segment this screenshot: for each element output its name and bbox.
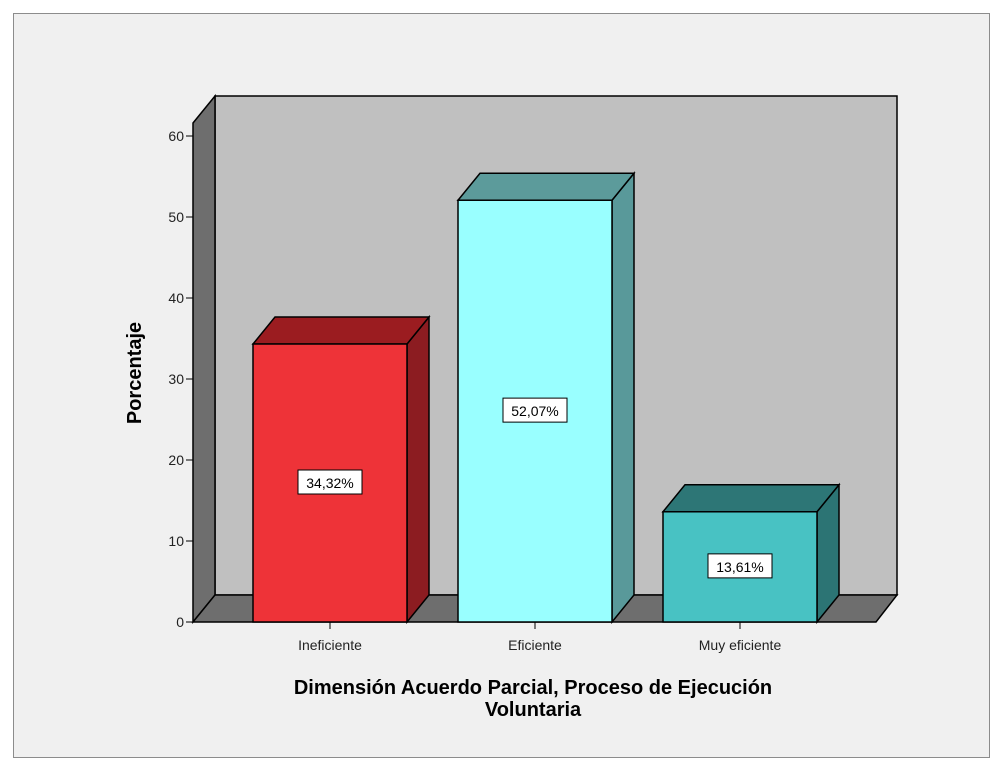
y-tick-label: 50 [168, 209, 184, 225]
bar-top-face [661, 484, 841, 513]
data-label-text: 13,61% [716, 559, 763, 575]
data-label-text: 52,07% [511, 403, 558, 419]
bars-group: 34,32% 52,07% 13,61% [251, 171, 841, 625]
bar-eficiente: 52,07% [456, 171, 636, 625]
y-tick-label: 30 [168, 371, 184, 387]
bar-top-face [251, 316, 431, 345]
data-label-text: 34,32% [306, 475, 353, 491]
data-label-box [707, 553, 773, 579]
x-category-label: Ineficiente [298, 637, 362, 653]
data-label: 34,32% [297, 469, 363, 495]
x-category-label: Muy eficiente [699, 637, 782, 653]
data-label: 52,07% [502, 397, 568, 423]
bar-side-face [611, 171, 635, 625]
y-axis-title: Porcentaje [124, 322, 146, 424]
bar-side-face [406, 314, 430, 625]
y-tick-label: 40 [168, 290, 184, 306]
y-tick-label: 10 [168, 533, 184, 549]
bar-top-face [456, 172, 636, 201]
data-label-box [297, 469, 363, 495]
x-axis-categories: Ineficiente Eficiente Muy eficiente [298, 622, 781, 653]
data-label: 13,61% [707, 553, 773, 579]
x-category-label: Eficiente [508, 637, 562, 653]
bar-muy-eficiente: 13,61% [661, 482, 841, 625]
y-axis: 0 10 20 30 40 50 60 [168, 123, 194, 630]
data-label-box [502, 397, 568, 423]
x-axis-title-line-2: Voluntaria [485, 699, 582, 721]
y-tick-label: 60 [168, 128, 184, 144]
side-wall [192, 93, 216, 625]
x-axis-title-line-1: Dimensión Acuerdo Parcial, Proceso de Ej… [294, 677, 772, 699]
bar-ineficiente: 34,32% [251, 314, 431, 625]
y-tick-label: 0 [176, 614, 184, 630]
y-tick-label: 20 [168, 452, 184, 468]
